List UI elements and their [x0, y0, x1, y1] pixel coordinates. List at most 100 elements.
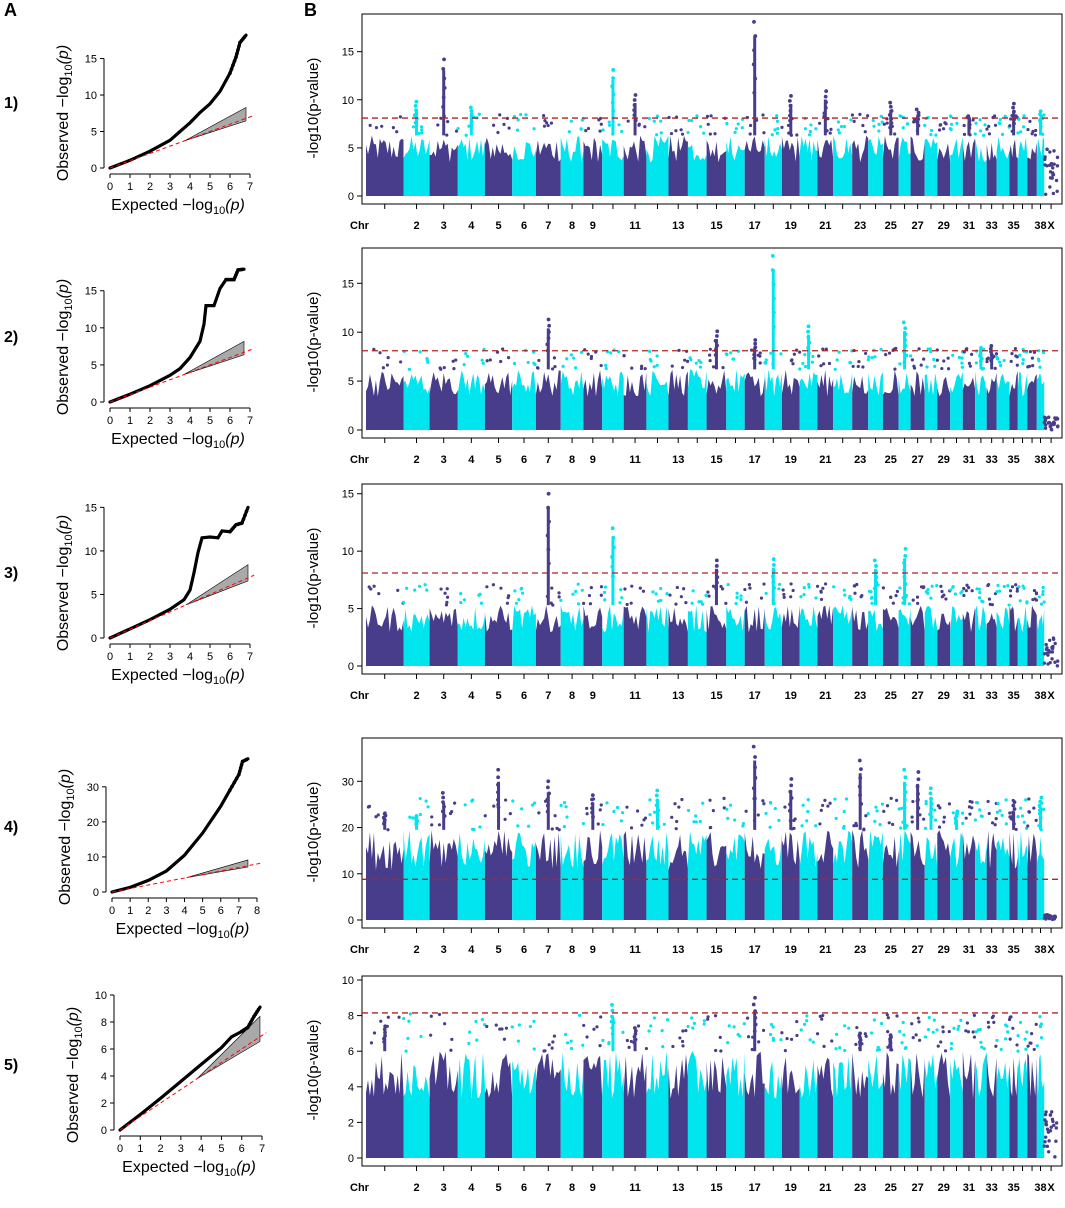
snp-point	[1011, 1026, 1015, 1030]
snp-point	[397, 1015, 401, 1019]
chr-density	[687, 605, 707, 666]
snp-point	[372, 347, 376, 351]
snp-point	[620, 596, 624, 600]
chr-tick-label: 15	[710, 454, 722, 466]
chr-density	[403, 830, 430, 920]
snp-point	[678, 1036, 682, 1040]
snp-point	[775, 119, 780, 123]
chr-block-28	[923, 115, 938, 209]
mh-y-tick-label: 0	[348, 915, 354, 927]
snp-point	[795, 1033, 799, 1038]
snp-point	[1027, 364, 1032, 368]
chr-density	[1017, 371, 1028, 430]
chr-block-6: 6	[512, 348, 537, 466]
snp-point	[629, 1039, 633, 1044]
snp-point	[1051, 166, 1055, 170]
chr-block-29: 29	[937, 584, 952, 702]
peak-point	[632, 113, 637, 118]
qq-point	[240, 267, 245, 272]
snp-point	[1046, 1150, 1051, 1154]
chr-density	[1027, 1053, 1037, 1158]
snp-point	[488, 358, 492, 362]
snp-point	[545, 121, 549, 125]
snp-point	[386, 1015, 390, 1019]
peak-point	[655, 813, 660, 818]
snp-point	[578, 1013, 582, 1017]
qq-confidence-band	[196, 1015, 261, 1080]
chr-block-21: 21	[817, 347, 834, 466]
snp-point	[1048, 185, 1052, 189]
chr-tick-label: 2	[413, 944, 419, 956]
peak-point	[753, 34, 758, 38]
chr-density	[1009, 606, 1018, 666]
snp-point	[856, 364, 860, 369]
peak-point	[654, 793, 659, 798]
qq-x-label-sub: 10	[213, 675, 225, 687]
snp-point	[399, 360, 403, 364]
snp-point	[713, 1014, 718, 1018]
snp-point	[526, 824, 531, 828]
snp-point	[895, 1014, 899, 1018]
snp-point	[960, 365, 964, 369]
snp-point	[1044, 416, 1049, 420]
snp-point	[1048, 424, 1052, 429]
peak-point	[496, 782, 500, 787]
chr-tick-label: 8	[569, 220, 575, 232]
chr-block-8: 8	[559, 800, 585, 956]
qq-x-tick-label: 6	[227, 651, 233, 663]
chr-density	[706, 832, 727, 920]
chr-block-7: 7	[535, 317, 561, 466]
snp-point	[771, 1036, 775, 1040]
snp-point	[871, 118, 875, 123]
snp-point	[1047, 1139, 1051, 1143]
snp-point	[853, 591, 857, 595]
snp-point	[491, 583, 496, 587]
chr-tick-label: 11	[629, 690, 641, 702]
snp-point	[459, 592, 463, 596]
chr-density	[868, 830, 883, 920]
snp-point	[408, 1012, 412, 1016]
snp-point	[567, 130, 571, 134]
qq-point	[235, 51, 239, 56]
mh-y-tick-label: 0	[348, 425, 354, 437]
snp-point	[968, 812, 972, 816]
chr-block-30	[950, 809, 965, 933]
chr-tick-label: 9	[590, 454, 596, 466]
peak-point	[889, 121, 894, 126]
peak-point	[413, 120, 418, 125]
snp-point	[589, 356, 593, 361]
snp-point	[398, 115, 403, 119]
snp-point	[881, 586, 886, 590]
chr-tick-label: 15	[710, 220, 722, 232]
peak-point	[874, 580, 879, 585]
snp-point	[736, 122, 740, 126]
chr-block-22	[832, 585, 853, 679]
snp-point	[904, 1045, 908, 1050]
peak-point	[859, 801, 864, 806]
row-label: 5)	[4, 1057, 18, 1074]
snp-point	[1054, 178, 1059, 183]
snp-point	[1034, 128, 1038, 133]
chr-block-21: 21	[817, 89, 834, 232]
snp-point	[739, 597, 743, 601]
snp-point	[1042, 652, 1047, 656]
snp-point	[1007, 603, 1011, 607]
snp-point	[942, 815, 946, 819]
snp-point	[936, 1044, 940, 1048]
qq-x-label-sub: 10	[213, 205, 225, 217]
snp-point	[679, 595, 683, 599]
chr-density	[882, 135, 899, 196]
peak-point	[807, 340, 812, 345]
snp-point	[836, 128, 840, 132]
snp-point	[1042, 807, 1046, 811]
peak-point	[546, 561, 551, 566]
peak-point	[633, 118, 638, 123]
chr-tick-label: 5	[495, 690, 501, 702]
peak-point	[1012, 807, 1017, 811]
snp-point	[880, 120, 884, 124]
chr-tick-label: 29	[938, 1182, 950, 1194]
snp-point	[1025, 601, 1029, 605]
snp-point	[598, 129, 602, 133]
chr-tick-label: 3	[441, 220, 447, 232]
